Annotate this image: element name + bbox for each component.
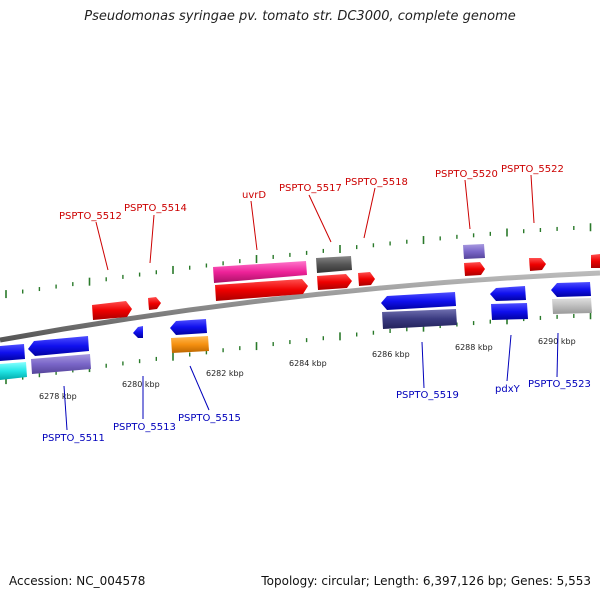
gene-label-PSPTO_5511[interactable]: PSPTO_5511	[42, 433, 105, 444]
gene-PSPTO_5522[interactable]	[529, 258, 546, 271]
gene-PSPTO_5519[interactable]	[381, 292, 456, 310]
leader-line	[95, 221, 109, 271]
scale-label: 6290 kbp	[538, 337, 576, 346]
plus-labels: PSPTO_5512 PSPTO_5514 uvrD PSPTO_5517 PS…	[59, 164, 564, 222]
gene-PSPTO_5519-lower[interactable]	[382, 309, 457, 329]
leader-line	[250, 200, 258, 251]
gene-label-PSPTO_5518[interactable]: PSPTO_5518	[345, 177, 408, 188]
leader-line	[189, 365, 210, 411]
gene-PSPTO_5513[interactable]	[133, 326, 143, 338]
gene-label-PSPTO_5522[interactable]: PSPTO_5522	[501, 164, 564, 175]
gene-PSPTO_5523[interactable]	[551, 282, 591, 297]
gene-PSPTO_5523-lower[interactable]	[552, 298, 592, 314]
plus-tick-track	[5, 223, 592, 299]
gene-PSPTO_5517[interactable]	[317, 274, 352, 290]
gene-uvrD-upper[interactable]	[213, 261, 307, 283]
gene-label-PSPTO_5523[interactable]: PSPTO_5523	[528, 379, 591, 390]
leader-line	[149, 214, 155, 264]
gene-edge-cyan[interactable]	[0, 362, 27, 380]
gene-uvrD[interactable]	[215, 279, 308, 301]
gene-edge-red[interactable]	[591, 254, 600, 268]
gene-PSPTO_5517-upper[interactable]	[316, 256, 352, 273]
plus-strand-genes	[92, 244, 600, 320]
gene-pdxY-lower[interactable]	[491, 303, 528, 320]
gene-edge-blue[interactable]	[0, 344, 25, 361]
gene-PSPTO_5515-lower[interactable]	[171, 336, 209, 353]
leader-line	[421, 341, 425, 389]
gene-PSPTO_5518[interactable]	[358, 272, 375, 286]
plus-leader-lines	[95, 174, 535, 271]
scale-labels: 6278 kbp 6280 kbp 6282 kbp 6284 kbp 6286…	[39, 337, 576, 401]
gene-PSPTO_5511-lower[interactable]	[31, 354, 91, 374]
gene-label-PSPTO_5512[interactable]: PSPTO_5512	[59, 211, 122, 222]
gene-label-pdxY[interactable]: pdxY	[495, 384, 521, 395]
gene-label-PSPTO_5513[interactable]: PSPTO_5513	[113, 422, 176, 433]
scale-label: 6284 kbp	[289, 359, 327, 368]
minus-labels: PSPTO_5511 PSPTO_5513 PSPTO_5515 PSPTO_5…	[42, 379, 591, 444]
gene-PSPTO_5520[interactable]	[464, 262, 485, 276]
gene-pdxY[interactable]	[490, 286, 526, 301]
accession-text: Accession: NC_004578	[9, 574, 146, 588]
scale-label: 6288 kbp	[455, 343, 493, 352]
leader-line	[506, 334, 512, 382]
leader-line	[464, 179, 471, 230]
gene-PSPTO_5520-upper[interactable]	[463, 244, 485, 259]
genome-stats-text: Topology: circular; Length: 6,397,126 bp…	[261, 574, 591, 588]
gene-PSPTO_5514[interactable]	[148, 297, 161, 310]
scale-label: 6280 kbp	[122, 380, 160, 389]
gene-PSPTO_5515[interactable]	[170, 319, 207, 335]
gene-PSPTO_5511[interactable]	[28, 336, 89, 356]
scale-label: 6282 kbp	[206, 369, 244, 378]
gene-label-uvrD[interactable]: uvrD	[242, 190, 266, 201]
scale-label: 6286 kbp	[372, 350, 410, 359]
gene-PSPTO_5512[interactable]	[92, 301, 132, 320]
map-title: Pseudomonas syringae pv. tomato str. DC3…	[84, 9, 516, 24]
gene-label-PSPTO_5519[interactable]: PSPTO_5519	[396, 390, 459, 401]
minus-strand-genes	[0, 282, 592, 380]
leader-line	[308, 194, 332, 243]
leader-line	[530, 174, 535, 224]
leader-line	[63, 385, 68, 431]
gene-label-PSPTO_5520[interactable]: PSPTO_5520	[435, 169, 498, 180]
minus-leader-lines	[63, 332, 559, 431]
leader-line	[556, 332, 559, 378]
genome-backbone	[0, 270, 600, 343]
gene-label-PSPTO_5517[interactable]: PSPTO_5517	[279, 183, 342, 194]
gene-label-PSPTO_5515[interactable]: PSPTO_5515	[178, 413, 241, 424]
leader-line	[363, 187, 376, 239]
gene-label-PSPTO_5514[interactable]: PSPTO_5514	[124, 203, 187, 214]
scale-label: 6278 kbp	[39, 392, 77, 401]
